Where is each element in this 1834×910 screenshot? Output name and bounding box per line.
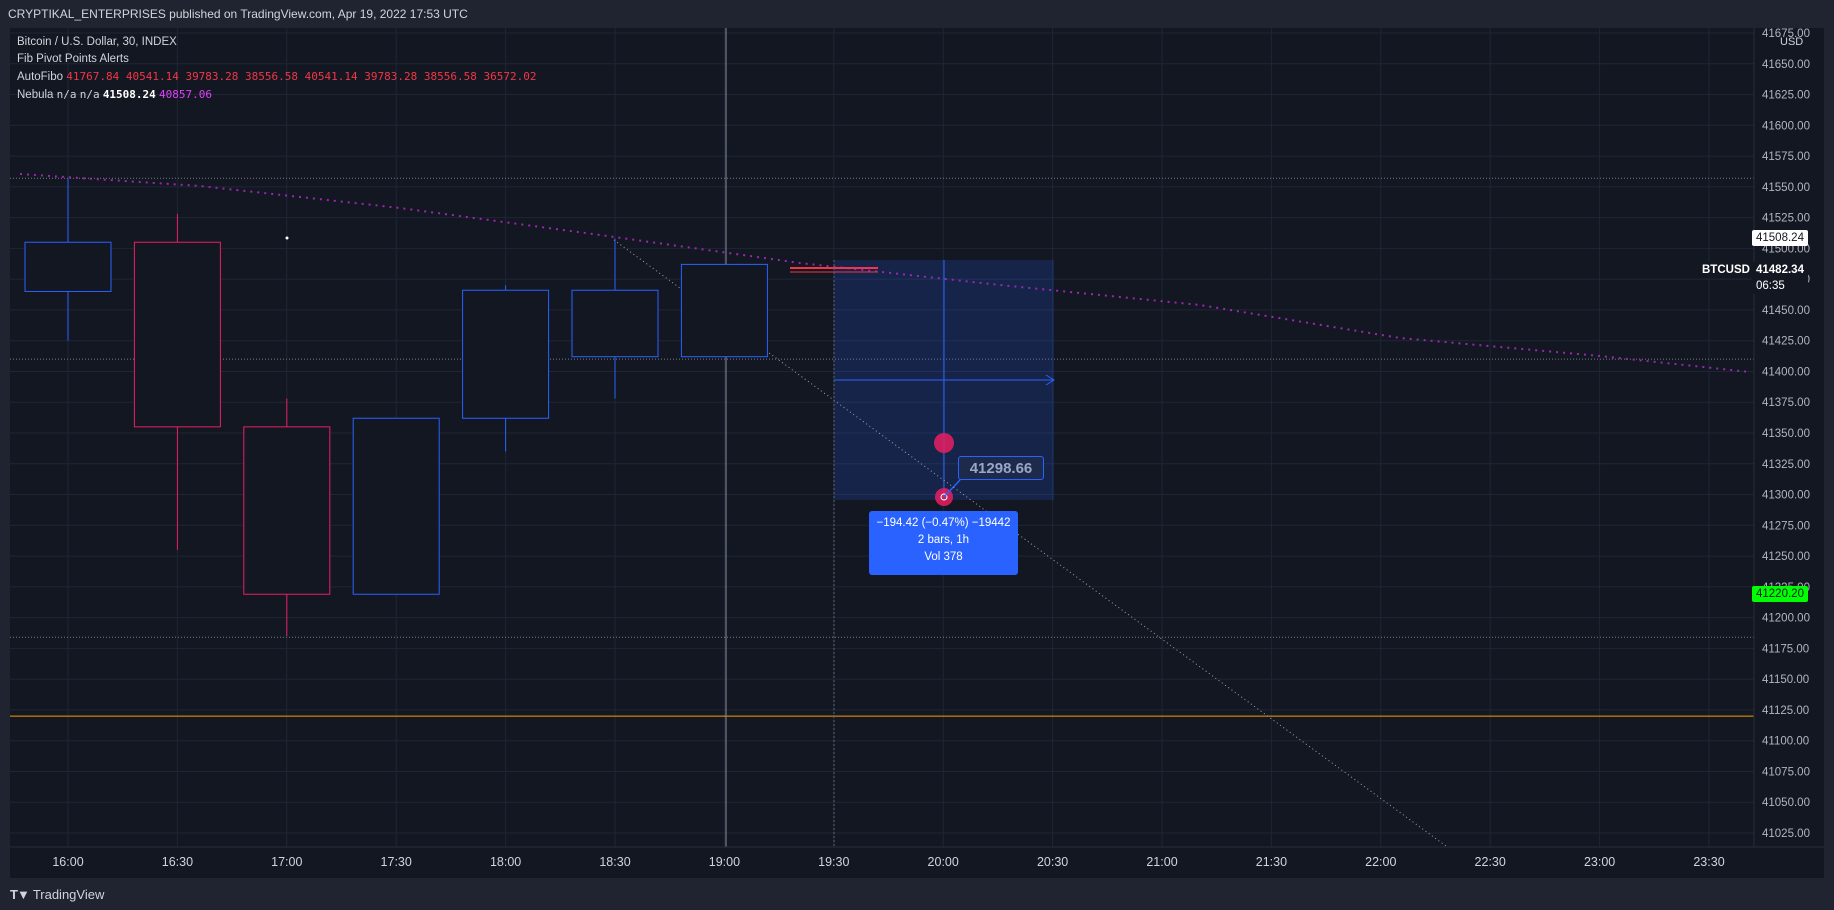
time-tick-label: 18:00 bbox=[490, 855, 521, 869]
nebula-label: Nebula bbox=[17, 89, 54, 101]
time-tick-label: 16:30 bbox=[162, 855, 193, 869]
time-tick-label: 20:00 bbox=[928, 855, 959, 869]
price-tick-label: 41125.00 bbox=[1762, 705, 1809, 717]
time-tick-label: 22:30 bbox=[1475, 855, 1506, 869]
currency-label[interactable]: USD bbox=[1780, 36, 1804, 48]
price-tick-label: 41175.00 bbox=[1762, 643, 1809, 655]
indicator-fib-pivot[interactable]: Fib Pivot Points Alerts bbox=[17, 53, 129, 65]
price-tick-label: 41675.00 bbox=[1762, 28, 1810, 40]
candle-body[interactable] bbox=[243, 426, 331, 595]
marker-dot[interactable] bbox=[934, 433, 954, 453]
price-tick-label: 41575.00 bbox=[1762, 151, 1810, 163]
nebula-dotted-curve bbox=[19, 173, 1751, 373]
price-tick-label: 41325.00 bbox=[1762, 459, 1810, 471]
crosshair-point bbox=[940, 493, 948, 501]
measure-bars: 2 bars, 1h bbox=[917, 534, 970, 546]
symbol-tag: BTCUSD bbox=[1698, 262, 1754, 278]
label-pointer bbox=[943, 479, 961, 498]
time-axis[interactable]: 16:00 16:30 17:00 17:30 18:00 18:30 19:00 19:30… bbox=[10, 846, 1824, 878]
time-tick-label: 23:00 bbox=[1584, 855, 1615, 869]
indicator-nebula[interactable]: Nebula n/a n/a 41508.24 40857.06 bbox=[17, 86, 536, 104]
time-tick-label: 19:30 bbox=[818, 855, 849, 869]
price-axis[interactable]: 41675.00 41650.00 41625.00 41600.00 41575.00… bbox=[1753, 28, 1824, 847]
indicator-autofibo[interactable]: AutoFibo 41767.84 40541.14 39783.28 3855… bbox=[17, 68, 536, 86]
nebula-value-white: 41508.24 bbox=[102, 88, 156, 101]
time-tick-label: 21:30 bbox=[1256, 855, 1287, 869]
measure-info-box: −194.42 (−0.47%) −19442 2 bars, 1h Vol 3… bbox=[869, 511, 1018, 575]
time-tick-label: 17:30 bbox=[381, 855, 412, 869]
last-price: 41482.34 bbox=[1756, 264, 1804, 276]
candle-body[interactable] bbox=[352, 417, 440, 595]
white-dot bbox=[285, 236, 289, 240]
price-tick-label: 41500.00 bbox=[1762, 243, 1810, 255]
price-tick-label: 41600.00 bbox=[1762, 120, 1810, 132]
legend: Bitcoin / U.S. Dollar, 30, INDEX Fib Piv… bbox=[17, 34, 536, 104]
price-tick-label: 41550.00 bbox=[1762, 182, 1810, 194]
measure-price-label[interactable]: 41298.66 bbox=[958, 456, 1044, 480]
publish-info: CRYPTIKAL_ENTERPRISES published on Tradi… bbox=[8, 7, 468, 21]
price-tick-label: 41650.00 bbox=[1762, 59, 1810, 71]
price-tick-label: 41425.00 bbox=[1762, 336, 1810, 348]
horizontal-levels bbox=[10, 177, 1754, 717]
time-tick-label: 20:30 bbox=[1037, 855, 1068, 869]
price-tick-label: 41625.00 bbox=[1762, 90, 1810, 102]
price-tick-label: 41250.00 bbox=[1762, 551, 1810, 563]
arrow-head-icon bbox=[1045, 374, 1055, 386]
time-tick-label: 19:00 bbox=[709, 855, 740, 869]
nebula-value-magenta: 40857.06 bbox=[159, 88, 212, 101]
last-price-tag: 41482.34 06:35 bbox=[1752, 262, 1808, 294]
price-tick-label: 41400.00 bbox=[1762, 366, 1810, 378]
tradingview-logo[interactable]: T▼ TradingView bbox=[10, 887, 104, 902]
time-tick-label: 22:00 bbox=[1365, 855, 1396, 869]
time-tick-label: 21:00 bbox=[1146, 855, 1177, 869]
tradingview-logo-icon: T▼ bbox=[10, 887, 30, 902]
tradingview-wordmark: TradingView bbox=[32, 887, 105, 902]
candle-body[interactable] bbox=[571, 289, 659, 358]
time-tick-label: 18:30 bbox=[599, 855, 630, 869]
symbol-line[interactable]: Bitcoin / U.S. Dollar, 30, INDEX bbox=[17, 36, 177, 48]
time-axis-bg bbox=[10, 847, 1824, 878]
price-axis-bg bbox=[1754, 28, 1824, 847]
price-tick-label: 41100.00 bbox=[1762, 736, 1809, 748]
price-tick-label: 41375.00 bbox=[1762, 397, 1810, 409]
header-bar: CRYPTIKAL_ENTERPRISES published on Tradi… bbox=[0, 0, 1834, 28]
bar-countdown: 06:35 bbox=[1756, 280, 1785, 292]
nebula-na-1: n/a bbox=[56, 88, 77, 101]
price-tick-label: 41200.00 bbox=[1762, 613, 1810, 625]
price-tick-label: 41450.00 bbox=[1762, 305, 1810, 317]
candle-body[interactable] bbox=[462, 289, 550, 419]
candle-body[interactable] bbox=[680, 263, 768, 358]
time-tick-label: 17:00 bbox=[271, 855, 302, 869]
price-tick-label: 41350.00 bbox=[1762, 428, 1810, 440]
nebula-na-2: n/a bbox=[79, 88, 100, 101]
price-tick-label: 41525.00 bbox=[1762, 213, 1810, 225]
time-tick-label: 23:30 bbox=[1693, 855, 1724, 869]
footer-bar: T▼ TradingView bbox=[0, 878, 1834, 910]
candle-body[interactable] bbox=[133, 241, 221, 428]
autofibo-values: 41767.84 40541.14 39783.28 38556.58 4054… bbox=[66, 70, 537, 83]
green-price-tag: 41220.20 bbox=[1752, 586, 1808, 602]
autofibo-label: AutoFibo bbox=[17, 71, 64, 83]
measure-change: −194.42 (−0.47%) −19442 bbox=[876, 517, 1011, 529]
time-tick-label: 16:00 bbox=[52, 855, 83, 869]
nebula-price-tag: 41508.24 bbox=[1752, 230, 1808, 246]
price-tick-label: 41025.00 bbox=[1762, 828, 1810, 840]
price-tick-label: 41300.00 bbox=[1762, 490, 1810, 502]
price-tick-label: 41150.00 bbox=[1762, 674, 1809, 686]
price-tick-label: 41050.00 bbox=[1762, 797, 1810, 809]
price-tick-label: 41075.00 bbox=[1762, 766, 1810, 778]
candle-body[interactable] bbox=[24, 241, 112, 292]
measure-volume: Vol 378 bbox=[924, 551, 963, 563]
candles[interactable] bbox=[24, 178, 768, 637]
price-tick-label: 41275.00 bbox=[1762, 520, 1810, 532]
